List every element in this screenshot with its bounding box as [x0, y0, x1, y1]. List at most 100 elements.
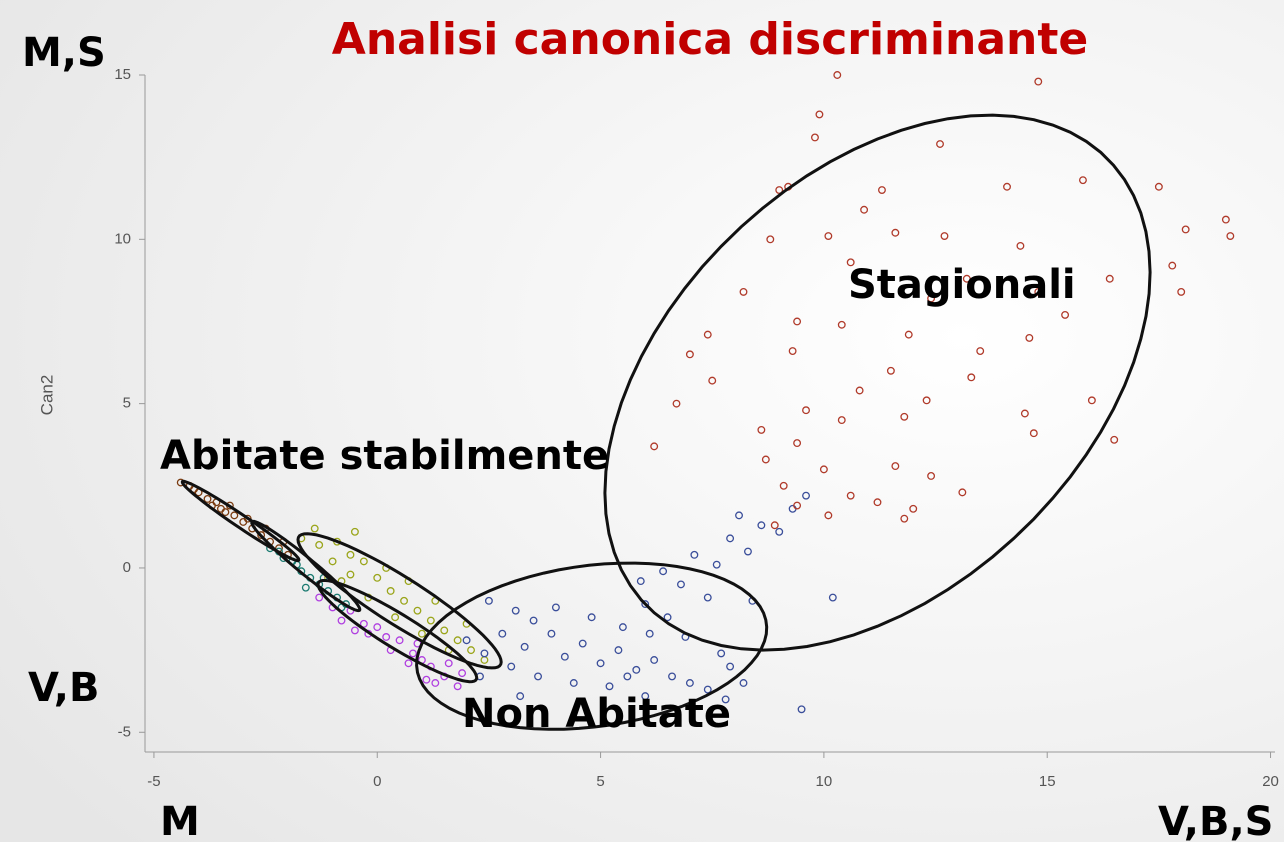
- point: [735, 511, 743, 520]
- x-tick-label: 15: [1039, 773, 1056, 790]
- point: [860, 205, 869, 214]
- point: [547, 629, 556, 638]
- point: [422, 675, 431, 684]
- point: [444, 659, 453, 668]
- point: [520, 642, 529, 651]
- point: [529, 616, 538, 625]
- point: [346, 550, 355, 559]
- point: [837, 320, 846, 329]
- point: [690, 550, 699, 559]
- point: [1154, 182, 1163, 191]
- point: [346, 570, 355, 579]
- point: [886, 366, 895, 375]
- point: [409, 649, 417, 658]
- point: [623, 672, 632, 681]
- y-tick-label: 5: [123, 395, 131, 412]
- ellipse: [603, 113, 1152, 652]
- point: [618, 623, 627, 632]
- point: [927, 294, 936, 303]
- point: [641, 600, 650, 609]
- point: [726, 534, 735, 543]
- point: [230, 511, 239, 520]
- point: [900, 412, 909, 421]
- point: [900, 514, 909, 523]
- point: [507, 662, 516, 671]
- point: [909, 504, 918, 513]
- point: [359, 619, 368, 628]
- x-tick-label: 20: [1262, 773, 1279, 790]
- point: [310, 524, 319, 533]
- point: [708, 376, 717, 385]
- point: [726, 662, 735, 671]
- ellipse: [316, 579, 479, 684]
- point: [962, 274, 971, 283]
- point: [761, 455, 770, 464]
- y-tick-label: 0: [123, 559, 131, 576]
- point: [775, 186, 784, 194]
- ellipse: [180, 479, 301, 563]
- point: [301, 583, 310, 592]
- point: [1003, 182, 1011, 191]
- chart-title: Analisi canonica discriminante: [332, 14, 1088, 65]
- annotation: M,S: [22, 30, 106, 76]
- point: [703, 685, 712, 694]
- point: [458, 669, 467, 678]
- point: [793, 501, 802, 510]
- point: [1087, 396, 1096, 405]
- point: [578, 639, 587, 648]
- point: [967, 373, 976, 382]
- x-tick-label: 5: [596, 773, 604, 790]
- point: [1177, 287, 1186, 296]
- y-tick-label: 15: [114, 66, 131, 83]
- point: [1034, 77, 1043, 86]
- point: [453, 636, 462, 645]
- point: [605, 682, 614, 691]
- point: [498, 629, 507, 638]
- point: [641, 692, 650, 701]
- annotation: V,B: [28, 665, 99, 711]
- point: [663, 613, 672, 622]
- point: [717, 649, 726, 658]
- point: [257, 531, 266, 540]
- point: [373, 623, 382, 632]
- point: [386, 587, 395, 595]
- point: [632, 665, 641, 674]
- point: [837, 416, 846, 425]
- point: [685, 679, 694, 687]
- series: [462, 491, 837, 714]
- point: [685, 350, 694, 359]
- point: [1020, 409, 1029, 418]
- point: [596, 659, 605, 668]
- point: [739, 287, 748, 296]
- point: [650, 442, 659, 451]
- point: [1034, 287, 1043, 296]
- point: [775, 527, 784, 536]
- annotation: V,B,S: [1158, 799, 1274, 842]
- point: [636, 577, 645, 586]
- point: [828, 593, 837, 602]
- point: [878, 186, 886, 194]
- point: [846, 258, 855, 267]
- point: [417, 629, 426, 638]
- point: [958, 488, 967, 497]
- point: [569, 679, 578, 687]
- point: [1168, 261, 1177, 270]
- point: [315, 593, 324, 602]
- point: [350, 527, 359, 536]
- series: [650, 71, 1235, 530]
- point: [976, 347, 985, 356]
- y-tick-label: 10: [114, 230, 131, 247]
- point: [587, 613, 596, 622]
- point: [672, 399, 681, 408]
- point: [757, 521, 766, 530]
- point: [243, 514, 252, 523]
- point: [462, 636, 471, 645]
- point: [426, 616, 435, 625]
- point: [770, 521, 779, 530]
- point: [382, 633, 391, 641]
- point: [940, 232, 949, 240]
- point: [811, 133, 819, 142]
- point: [203, 494, 212, 503]
- point: [846, 491, 855, 500]
